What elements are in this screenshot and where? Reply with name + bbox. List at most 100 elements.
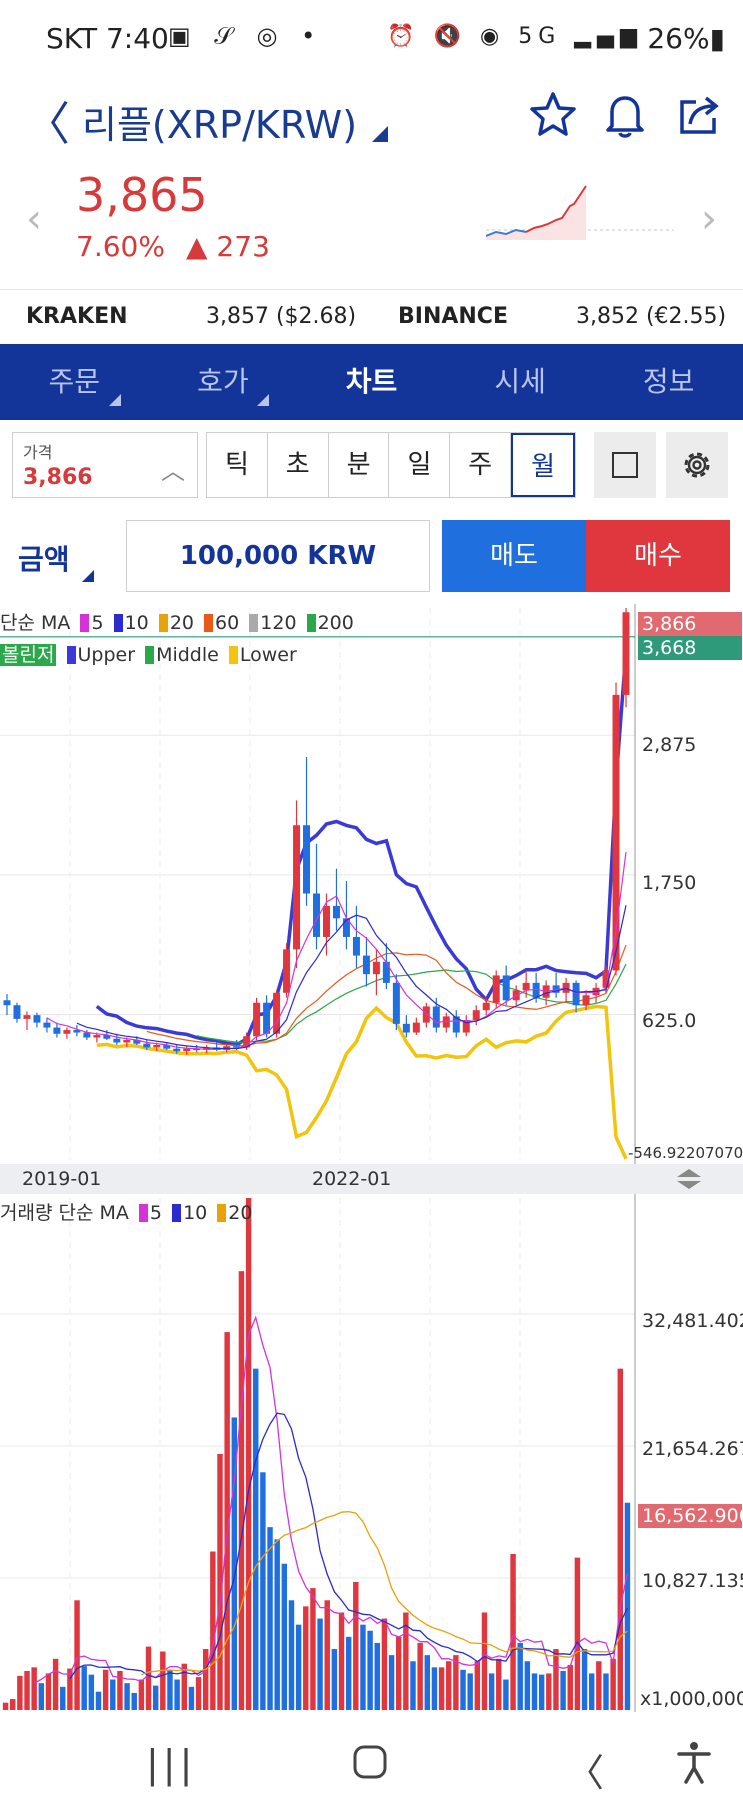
candle-body [153,1044,161,1048]
ma-label: 200 [317,612,354,634]
reference-line-tag: 3,668 [638,636,742,660]
candle-body [432,1006,440,1028]
volume-bar [274,1539,280,1710]
recent-apps-icon[interactable]: ||| [146,1742,197,1786]
volume-bars[interactable] [0,1194,743,1712]
price-selector[interactable]: 가격 3,866 ︿ [12,432,198,498]
volume-bar [202,1649,209,1710]
volume-bar [588,1673,595,1710]
candle-body [283,949,291,993]
candle-body [382,961,390,983]
star-icon[interactable] [528,90,578,140]
volume-last-tag: 16,562.906 [638,1504,743,1528]
volume-bar [531,1673,538,1710]
prev-coin-button[interactable]: ‹ [26,196,42,242]
back-nav-icon[interactable]: 〈 [566,1751,605,1795]
ma-label: 10 [124,612,149,634]
volume-bar [195,1677,202,1710]
volume-bar [117,1670,123,1710]
buy-button[interactable]: 매수 [586,520,730,592]
amount-input[interactable]: 100,000 KRW [126,520,430,592]
next-coin-button[interactable]: › [701,196,717,242]
tab-market[interactable]: 시세 [446,344,595,420]
volume-bar [538,1674,545,1710]
volume-bar [524,1661,531,1710]
sell-button[interactable]: 매도 [442,520,586,592]
volume-bar [167,1669,173,1710]
vol-ma-label: 5 [149,1202,163,1224]
period-tick[interactable]: 틱 [207,433,268,497]
tab-menu-icon [108,394,121,406]
candle-body [522,982,530,991]
candle-body [193,1048,201,1051]
period-month[interactable]: 월 [511,433,575,497]
volume-bar [360,1624,366,1710]
chart-toolbar: 가격 3,866 ︿ 틱 초 분 일 주 월 [0,420,743,516]
tab-order[interactable]: 주문 [0,344,149,420]
volume-chart[interactable]: 거래량 단순 MA 5 10 20 32,481.402 21,654.267 … [0,1194,743,1712]
volume-bar [567,1664,573,1710]
tab-label: 시세 [494,365,546,398]
vol-ma-20-line [141,1510,628,1676]
coin-title[interactable]: 리플(XRP/KRW) [82,103,358,147]
volume-bar [217,1454,223,1710]
ma-swatch [113,614,123,632]
amount-label[interactable]: 금액 [18,543,70,576]
vol-ma-5-line [33,1315,629,1684]
period-day[interactable]: 일 [389,433,451,497]
candle-body [313,893,320,937]
period-minute[interactable]: 분 [329,433,390,497]
tab-chart[interactable]: 차트 [297,344,446,420]
tab-orderbook[interactable]: 호가 [149,344,298,420]
candle-body [492,975,500,1003]
price-summary: ‹ 3,865 7.60% ▲ 273 › [0,160,743,290]
volume-bar [281,1563,288,1710]
ma-legend: 단순 MA 5 10 20 60 120 200 [0,608,354,635]
volume-bar [596,1661,602,1710]
amount-menu-icon[interactable] [82,570,94,582]
chevron-left-icon[interactable]: 〈 [24,97,70,151]
tab-info[interactable]: 정보 [594,344,743,420]
fullscreen-button[interactable] [594,432,656,498]
volume-bar [388,1655,395,1710]
status-bar: SKT 7:40 ▣ 𝒮 ◎ • ⏰ 🔇 ◉ 5G ▂▄▆ 26%▮ [0,0,743,80]
chevron-up-icon: ︿ [161,457,185,485]
accessibility-icon[interactable] [676,1740,712,1784]
price-chart[interactable]: 단순 MA 5 10 20 60 120 200 볼린저 Upper Middl… [0,604,743,1164]
candlestick-chart[interactable] [0,604,743,1164]
volume-bar [481,1612,488,1710]
tab-label: 주문 [48,365,101,398]
volume-bar [560,1670,566,1710]
home-icon[interactable] [352,1744,388,1780]
resize-handle-icon[interactable] [676,1168,702,1190]
volume-legend-title: 거래량 단순 MA [0,1202,129,1224]
volume-bar [102,1669,109,1710]
candle-body [532,982,540,998]
share-icon[interactable] [674,90,724,140]
volume-bar [417,1642,423,1710]
volume-bar [410,1661,416,1710]
bell-icon[interactable] [600,90,650,140]
volume-bar [474,1661,481,1710]
bb-swatch [228,646,238,664]
candle-body [612,694,620,971]
volume-bar [38,1683,45,1710]
x-axis[interactable]: 2019-01 2022-01 [0,1164,743,1194]
exchange-name: BINANCE [398,304,508,329]
period-second[interactable]: 초 [268,433,329,497]
candle-body [123,1039,131,1043]
candle-body [113,1038,121,1043]
period-week[interactable]: 주 [450,433,512,497]
title-dropdown-icon[interactable] [372,126,388,142]
candle-body [273,992,281,1034]
chart-settings-button[interactable] [666,432,728,498]
app-header: 〈 리플(XRP/KRW) [0,80,743,160]
volume-bar [152,1685,159,1710]
volume-bar [574,1557,581,1710]
volume-bar [124,1683,130,1710]
volume-bar [381,1618,388,1710]
candle-body [173,1048,181,1052]
gear-icon [684,452,710,478]
candle-body [582,995,590,1006]
candle-body [442,1016,450,1028]
